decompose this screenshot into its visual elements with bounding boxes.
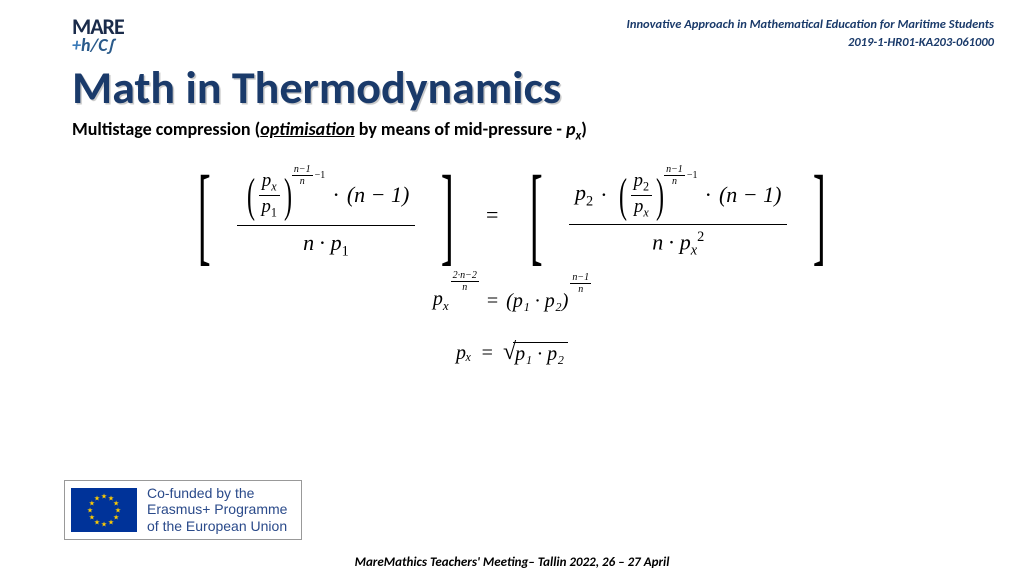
lbracket2: [ [518,160,555,270]
funding-block: ★★★★★★★★★★★★ Co-funded by the Erasmus+ P… [64,480,302,540]
lhs-frac: ( px p1 ) n−1n −1 ∙ (n − 1) n ∙ p1 [237,168,416,262]
subtitle: Multistage compression (optimisation by … [72,118,587,144]
eq3-lhs: pₓ [456,342,472,365]
equation-1: [ ( px p1 ) n−1n −1 [186,160,838,270]
page-title: Math in Thermodynamics [72,60,561,116]
rbracket1: ] [429,160,466,270]
eu-flag-icon: ★★★★★★★★★★★★ [71,488,137,532]
rbracket2: ] [801,160,838,270]
logo-plus: + [72,34,81,56]
lbracket: [ [186,160,223,270]
funding-text: Co-funded by the Erasmus+ Programme of t… [147,485,287,535]
equals-1: = [486,202,498,228]
header-line2: 2019-1-HR01-KA203-061000 [627,34,994,52]
header-right: Innovative Approach in Mathematical Educ… [627,16,994,51]
equation-3: pₓ = √ p₁ ∙ p₂ [456,340,568,366]
funding-line1: Co-funded by the [147,485,287,502]
sub-prefix: Multistage compression ( [72,118,260,140]
funding-line2: Erasmus+ Programme [147,501,287,518]
footer: MareMathics Teachers' Meeting– Tallin 20… [0,555,1024,570]
sub-opt: optimisation [260,118,354,140]
header-line1: Innovative Approach in Mathematical Educ… [627,16,994,34]
sqrt: √ p₁ ∙ p₂ [503,340,568,366]
sub-suffix: ) [581,118,587,140]
equations: [ ( px p1 ) n−1n −1 [0,160,1024,366]
eu-stars: ★★★★★★★★★★★★ [86,492,122,528]
rhs-frac: p2 ∙ ( p2 px ) n−1n −1 [569,168,787,262]
funding-line3: of the European Union [147,518,287,535]
equation-2: px 2∙n−2n = (p₁ ∙ p₂) n−1n [433,288,591,314]
sub-mid: by means of mid-pressure - [355,118,566,140]
logo-bottom: +h/C∫ [72,36,124,54]
logo-rest: h/C∫ [81,34,114,56]
sub-px: px [566,118,581,140]
logo: MARE +h/C∫ [72,16,124,54]
header: MARE +h/C∫ Innovative Approach in Mathem… [72,16,994,54]
